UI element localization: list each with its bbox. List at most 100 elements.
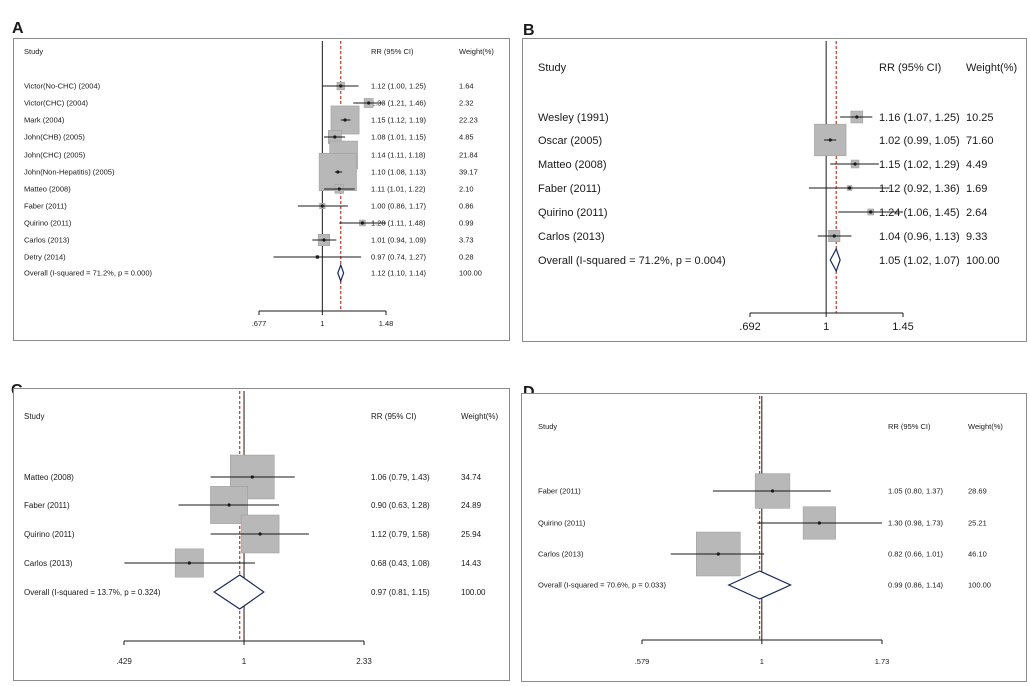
study-rr-ci: 1.11 (1.01, 1.22) bbox=[371, 185, 426, 194]
header-rr-ci: RR (95% CI) bbox=[371, 412, 417, 421]
study-label: Faber (2011) bbox=[24, 202, 67, 211]
x-tick-label: .677 bbox=[252, 319, 267, 328]
study-rr-ci: 1.15 (1.02, 1.29) bbox=[879, 159, 960, 171]
x-tick-label: .579 bbox=[635, 657, 650, 666]
study-point bbox=[227, 503, 231, 507]
study-rr-ci: 0.90 (0.63, 1.28) bbox=[371, 501, 430, 510]
study-weight: 1.64 bbox=[459, 82, 474, 91]
study-rr-ci: 1.33 (1.21, 1.46) bbox=[371, 99, 427, 108]
x-tick-label: 1 bbox=[823, 321, 829, 333]
forest-plot-d: Study RR (95% CI) Weight(%) .579 1 1.73 Faber … bbox=[521, 393, 1027, 682]
study-weight: 2.10 bbox=[459, 185, 474, 194]
study-rr-ci: 0.68 (0.43, 1.08) bbox=[371, 559, 430, 568]
header-study: Study bbox=[24, 47, 43, 56]
study-label: Wesley (1991) bbox=[538, 112, 609, 124]
overall-rr-ci: 1.05 (1.02, 1.07) bbox=[879, 255, 960, 267]
study-point bbox=[337, 187, 341, 191]
x-tick-label: 1 bbox=[320, 319, 324, 328]
header-weight: Weight(%) bbox=[966, 62, 1017, 74]
study-label: Faber (2011) bbox=[538, 487, 581, 496]
study-point bbox=[343, 118, 347, 122]
overall-weight: 100.00 bbox=[968, 581, 991, 590]
overall-diamond bbox=[337, 263, 345, 283]
study-weight: 4.85 bbox=[459, 133, 474, 142]
study-weight: 1.69 bbox=[966, 183, 987, 195]
study-label: Carlos (2013) bbox=[24, 559, 73, 568]
study-weight: 22.23 bbox=[459, 116, 478, 125]
study-point bbox=[187, 561, 191, 565]
header-study: Study bbox=[538, 422, 557, 431]
x-tick-label: 1 bbox=[242, 657, 247, 666]
study-rr-ci: 1.06 (0.79, 1.43) bbox=[371, 473, 430, 482]
study-label: Victor(CHC) (2004) bbox=[24, 99, 89, 108]
study-weight: 3.73 bbox=[459, 236, 474, 245]
study-label: Carlos (2013) bbox=[24, 236, 70, 245]
study-weight: 21.84 bbox=[459, 151, 478, 160]
header-weight: Weight(%) bbox=[461, 412, 499, 421]
study-label: Carlos (2013) bbox=[538, 231, 605, 243]
study-weight-box bbox=[330, 105, 360, 135]
forest-plot-c: Study RR (95% CI) Weight(%) .429 1 2.33 Matteo… bbox=[13, 388, 510, 681]
overall-weight: 100.00 bbox=[461, 588, 486, 597]
study-weight: 34.74 bbox=[461, 473, 482, 482]
study-rr-ci: 1.24 (1.06, 1.45) bbox=[879, 207, 960, 219]
study-point bbox=[320, 204, 324, 208]
study-point bbox=[716, 552, 720, 556]
study-rr-ci: 1.02 (0.99, 1.05) bbox=[879, 135, 960, 147]
study-weight: 10.25 bbox=[966, 112, 994, 124]
overall-label: Overall (I-squared = 70.6%, p = 0.033) bbox=[538, 581, 666, 590]
study-point bbox=[258, 532, 262, 536]
study-label: Carlos (2013) bbox=[538, 550, 584, 559]
study-rr-ci: 0.97 (0.74, 1.27) bbox=[371, 253, 427, 262]
study-rr-ci: 1.12 (0.79, 1.58) bbox=[371, 530, 430, 539]
panel-b-label: B bbox=[523, 22, 535, 39]
study-weight: 25.21 bbox=[968, 519, 987, 528]
study-rr-ci: 1.01 (0.94, 1.09) bbox=[371, 236, 427, 245]
study-weight: 9.33 bbox=[966, 231, 987, 243]
study-label: Quirino (2011) bbox=[538, 207, 608, 219]
study-label: Matteo (2008) bbox=[24, 185, 71, 194]
study-rr-ci: 1.08 (1.01, 1.15) bbox=[371, 133, 427, 142]
study-point bbox=[855, 115, 859, 119]
study-rr-ci: 1.30 (0.98, 1.73) bbox=[888, 519, 944, 528]
study-label: Quirino (2011) bbox=[24, 219, 72, 228]
study-rr-ci: 1.04 (0.96, 1.13) bbox=[879, 231, 960, 243]
study-weight: 2.64 bbox=[966, 207, 987, 219]
forest-plot-c-svg: Study RR (95% CI) Weight(%) .429 1 2.33 Matteo… bbox=[24, 391, 499, 666]
study-rr-ci: 1.10 (1.08, 1.13) bbox=[371, 168, 427, 177]
x-tick-label: .429 bbox=[116, 657, 132, 666]
study-rr-ci: 1.00 (0.86, 1.17) bbox=[371, 202, 427, 211]
header-rr-ci: RR (95% CI) bbox=[879, 62, 941, 74]
study-weight: 24.89 bbox=[461, 501, 482, 510]
overall-rr-ci: 0.99 (0.86, 1.14) bbox=[888, 581, 944, 590]
overall-diamond bbox=[829, 247, 841, 273]
study-point bbox=[315, 255, 319, 259]
study-rr-ci: 1.14 (1.11, 1.18) bbox=[371, 151, 426, 160]
study-rr-ci: 1.16 (1.07, 1.25) bbox=[879, 112, 960, 124]
study-point bbox=[339, 84, 343, 88]
overall-diamond bbox=[727, 570, 793, 600]
study-rr-ci: 1.05 (0.80, 1.37) bbox=[888, 487, 944, 496]
study-label: John(Non-Hepatitis) (2005) bbox=[24, 168, 115, 177]
study-label: Matteo (2008) bbox=[24, 473, 74, 482]
overall-label: Overall (I-squared = 13.7%, p = 0.324) bbox=[24, 588, 161, 597]
study-rr-ci: 1.12 (1.00, 1.25) bbox=[371, 82, 427, 91]
study-weight: 28.69 bbox=[968, 487, 987, 496]
header-study: Study bbox=[538, 62, 567, 74]
study-point bbox=[828, 138, 832, 142]
study-rr-ci: 0.82 (0.66, 1.01) bbox=[888, 550, 944, 559]
x-tick-label: 2.33 bbox=[356, 657, 372, 666]
study-weight: 39.17 bbox=[459, 168, 478, 177]
study-weight: 71.60 bbox=[966, 135, 994, 147]
x-tick-label: 1.48 bbox=[379, 319, 394, 328]
study-rr-ci: 1.12 (0.92, 1.36) bbox=[879, 183, 960, 195]
header-weight: Weight(%) bbox=[459, 47, 494, 56]
overall-rr-ci: 1.12 (1.10, 1.14) bbox=[371, 269, 427, 278]
forest-plot-a-svg: Study RR (95% CI) Weight(%) .677 1 1.48 Victor… bbox=[24, 41, 494, 328]
study-weight: 0.86 bbox=[459, 202, 474, 211]
study-label: Victor(No-CHC) (2004) bbox=[24, 82, 101, 91]
study-weight: 25.94 bbox=[461, 530, 482, 539]
x-tick-label: 1.73 bbox=[875, 657, 890, 666]
study-point bbox=[869, 210, 873, 214]
study-point bbox=[770, 489, 775, 493]
